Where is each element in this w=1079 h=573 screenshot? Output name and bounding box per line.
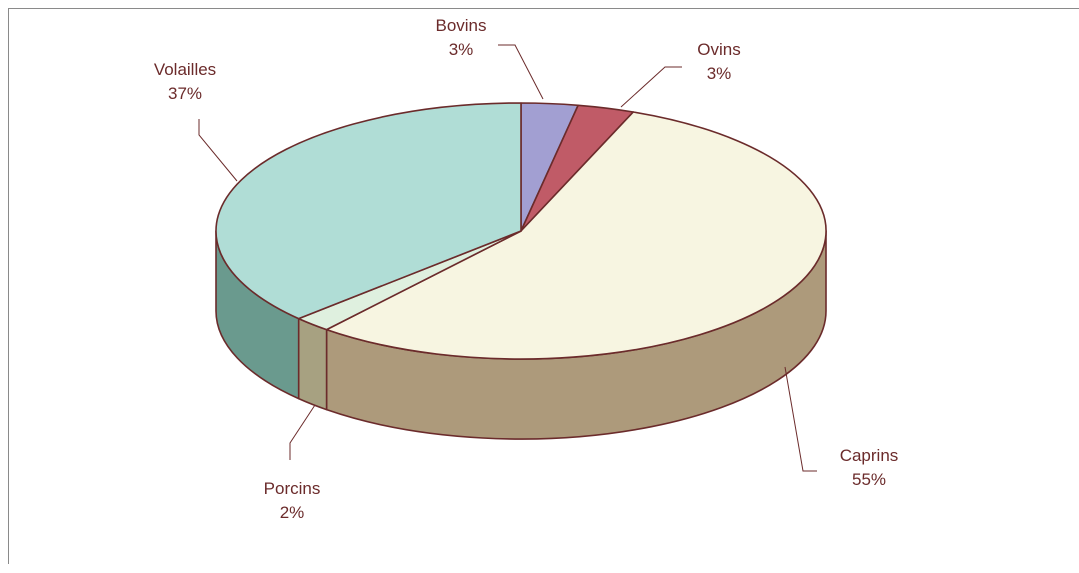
leader-line-bovins bbox=[498, 44, 544, 100]
label-volailles-name: Volailles bbox=[154, 60, 216, 79]
label-bovins-value: 3% bbox=[449, 40, 474, 59]
slice-side-porcins bbox=[297, 317, 328, 411]
leader-line-volailles bbox=[198, 119, 238, 182]
chart-area: Bovins 3% Ovins 3% Caprins 55% Porcins 2% Volail… bbox=[8, 8, 1079, 564]
leader-line-caprins bbox=[784, 366, 817, 472]
label-caprins-name: Caprins bbox=[840, 446, 899, 465]
label-ovins-name: Ovins bbox=[697, 40, 740, 59]
label-porcins-value: 2% bbox=[280, 503, 305, 522]
leader-line-porcins bbox=[289, 404, 316, 460]
leader-line-ovins bbox=[620, 66, 682, 108]
label-volailles-value: 37% bbox=[168, 84, 202, 103]
label-porcins-name: Porcins bbox=[264, 479, 321, 498]
label-bovins-name: Bovins bbox=[435, 16, 486, 35]
slice-caprins[interactable] bbox=[325, 111, 827, 360]
label-caprins-value: 55% bbox=[852, 470, 886, 489]
slice-volailles[interactable] bbox=[215, 102, 522, 320]
label-ovins-value: 3% bbox=[707, 64, 732, 83]
pie-chart: Bovins 3% Ovins 3% Caprins 55% Porcins 2% Volail… bbox=[154, 16, 899, 522]
